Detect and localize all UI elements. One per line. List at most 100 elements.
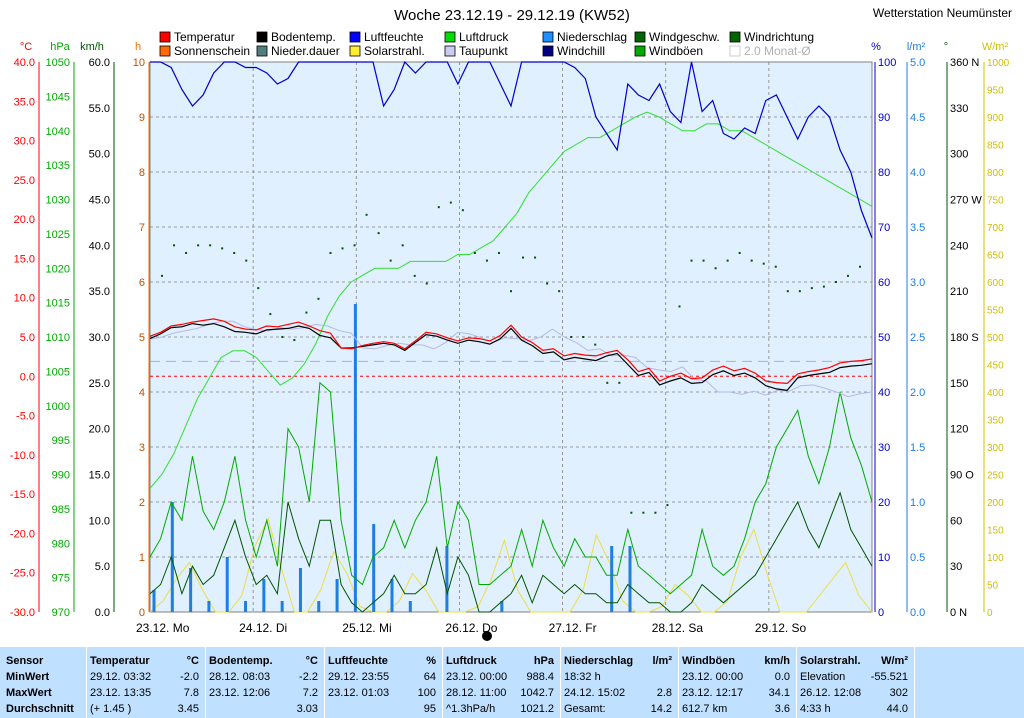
- stats-column-unit: %: [426, 655, 436, 667]
- stats-column-header: Windböen km/h: [678, 653, 796, 669]
- temperature-tick-label: -15.0: [10, 489, 35, 501]
- pressure-tick-label: 975: [52, 573, 70, 585]
- winddir-dot: [293, 339, 296, 342]
- series-windspeed-line: [149, 491, 873, 613]
- temperature-tick-label: -20.0: [10, 528, 35, 540]
- direction-tick-label: 330: [950, 103, 968, 115]
- axes-layer: 23.12. Mo 24.12. Di 25.12. Mi 26.12. Do 27.1…: [10, 41, 1010, 635]
- stats-cell: ^1.3hPa/h 1021.2: [442, 701, 560, 717]
- precip-bar: [445, 546, 449, 612]
- hours-tick-label: 6: [139, 277, 145, 289]
- precip-tick-label: 3.5: [910, 222, 925, 234]
- stats-cell-date: Elevation: [800, 671, 846, 683]
- legend-label: Windrichtung: [744, 30, 814, 44]
- winddir-dot: [161, 274, 163, 277]
- humidity-tick-label: 100: [878, 57, 896, 69]
- wind-tick-label: 25.0: [89, 378, 110, 390]
- stats-cell: 18:32 h: [560, 669, 678, 685]
- winddir-dot: [618, 381, 621, 384]
- temperature-tick-label: 15.0: [14, 253, 35, 265]
- precip-bar: [189, 568, 193, 612]
- solar-tick-label: 50: [987, 581, 999, 592]
- solar-tick-label: 800: [987, 168, 1004, 179]
- winddir-dot: [269, 313, 272, 316]
- legend-label: Windchill: [557, 44, 605, 58]
- direction-tick-label: 60: [950, 515, 962, 527]
- stats-column: Niederschlag l/m² 18:32 h 24.12. 15:02 2.8 Ge…: [560, 647, 679, 718]
- stats-cell-date: (+ 1.45 ): [90, 703, 132, 715]
- legend-swatch: [634, 31, 646, 43]
- solar-tick-label: 950: [987, 86, 1004, 97]
- pressure-tick-label: 1010: [46, 332, 70, 344]
- wind-tick-label: 60.0: [89, 57, 110, 69]
- direction-tick-label: 300: [950, 149, 968, 161]
- stats-cell-value: 95: [423, 703, 436, 715]
- stats-column-unit: km/h: [764, 655, 790, 667]
- legend-label: 2.0 Monat-Ø: [744, 44, 811, 58]
- x-tick-label: 25.12. Mi: [342, 621, 391, 635]
- stats-cell: (+ 1.45 ) 3.45: [86, 701, 205, 717]
- hours-tick-label: 10: [133, 57, 145, 69]
- series-soiltemp-line: [149, 322, 873, 392]
- wind-tick-label: 5.0: [95, 561, 110, 573]
- solar-axis-unit: W/m²: [982, 41, 1009, 53]
- winddir-dot: [726, 259, 729, 262]
- stats-cell-date: 28.12. 11:00: [446, 687, 507, 699]
- station-name: Wetterstation Neumünster: [873, 6, 1012, 20]
- direction-tick-label: 180 S: [950, 332, 979, 344]
- precip-bar: [408, 601, 412, 612]
- winddir-dot: [859, 265, 861, 268]
- direction-tick-label: 0 N: [950, 607, 967, 619]
- x-tick-label: 28.12. Sa: [652, 621, 704, 635]
- stats-cell: 29.12. 03:32 -2.0: [86, 669, 205, 685]
- row-label-sensor: Sensor: [6, 655, 44, 667]
- pressure-tick-label: 1045: [46, 91, 70, 103]
- stats-cell-value: 7.8: [183, 687, 199, 699]
- stats-table: Sensor MinWert MaxWert Durchschnitt Temp…: [0, 647, 1024, 718]
- stats-column-title: Niederschlag: [564, 655, 634, 667]
- winddir-dot: [834, 281, 837, 283]
- precip-tick-label: 2.5: [910, 332, 925, 344]
- stats-cell: 612.7 km 3.6: [678, 701, 796, 717]
- humidity-tick-label: 50: [878, 332, 890, 344]
- hours-axis-unit: h: [135, 41, 141, 53]
- winddir-dot: [305, 311, 308, 314]
- stats-cell-value: 64: [423, 671, 436, 683]
- solar-tick-label: 400: [987, 388, 1004, 399]
- winddir-dot: [786, 290, 789, 293]
- stats-column-unit: °C: [305, 655, 318, 667]
- stats-label-column: Sensor MinWert MaxWert Durchschnitt: [0, 647, 87, 718]
- winddir-dot: [173, 244, 176, 247]
- precip-bar: [225, 557, 229, 612]
- precip-tick-label: 3.0: [910, 277, 925, 289]
- legend-swatch: [256, 31, 268, 43]
- direction-tick-label: 90 O: [950, 470, 974, 482]
- temperature-tick-label: 5.0: [20, 332, 35, 344]
- precip-bar: [610, 546, 614, 612]
- stats-cell-date: 4:33 h: [800, 703, 831, 715]
- winddir-dot: [558, 290, 561, 293]
- precip-bar: [628, 546, 632, 612]
- legend-swatch: [349, 45, 361, 57]
- winddir-dot: [341, 247, 344, 250]
- stats-cell: 23.12. 12:17 34.1: [678, 685, 796, 701]
- stats-cell: 26.12. 12:08 302: [796, 685, 914, 701]
- precip-axis-unit: l/m²: [907, 41, 926, 53]
- solar-tick-label: 100: [987, 553, 1004, 564]
- stats-cell: Gesamt: 14.2: [560, 701, 678, 717]
- humidity-tick-label: 20: [878, 497, 890, 509]
- pressure-tick-label: 980: [52, 538, 70, 550]
- stats-cell-date: 29.12. 03:32: [90, 671, 152, 683]
- legend: Temperatur Bodentemp. Luftfeuchte Luftdruck…: [159, 30, 814, 58]
- x-tick-label: 23.12. Mo: [136, 621, 190, 635]
- winddir-dot: [822, 285, 825, 288]
- legend-label: Bodentemp.: [271, 30, 336, 44]
- wind-tick-label: 10.0: [89, 515, 110, 527]
- stats-cell-value: 100: [417, 687, 436, 699]
- hours-tick-label: 7: [139, 222, 145, 234]
- winddir-dot: [738, 251, 741, 254]
- legend-swatch: [542, 45, 554, 57]
- stats-cell-value: 1021.2: [520, 703, 554, 715]
- series-temperature-line: [149, 318, 873, 385]
- stats-cell: 23.12. 13:35 7.8: [86, 685, 205, 701]
